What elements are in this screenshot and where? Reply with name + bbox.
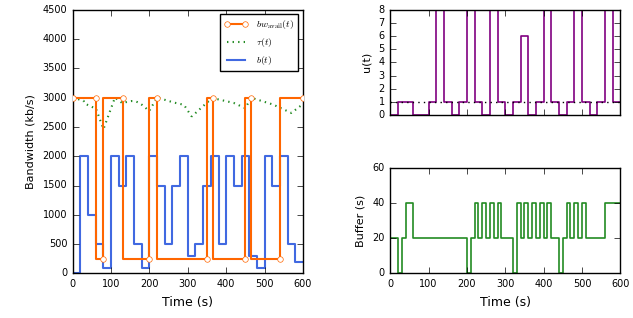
Y-axis label: Bandwidth (kb/s): Bandwidth (kb/s) bbox=[25, 94, 35, 189]
Y-axis label: u(t): u(t) bbox=[361, 52, 372, 73]
X-axis label: Time (s): Time (s) bbox=[480, 296, 531, 309]
Legend: $bw_{\rm avail}(t)$, $\tau(t)$, $b(t)$: $bw_{\rm avail}(t)$, $\tau(t)$, $b(t)$ bbox=[220, 14, 298, 71]
X-axis label: Time (s): Time (s) bbox=[162, 296, 213, 309]
Y-axis label: Buffer (s): Buffer (s) bbox=[355, 195, 365, 247]
